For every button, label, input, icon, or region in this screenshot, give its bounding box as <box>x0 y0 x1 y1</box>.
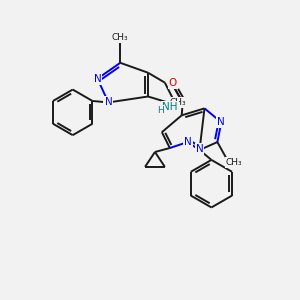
Text: CH₃: CH₃ <box>226 158 242 167</box>
Text: N: N <box>104 98 112 107</box>
Text: N: N <box>218 117 225 127</box>
Text: N: N <box>196 144 203 154</box>
Text: N: N <box>184 137 191 147</box>
Text: O: O <box>169 78 177 88</box>
Text: H: H <box>158 106 164 115</box>
Text: CH₃: CH₃ <box>112 33 129 42</box>
Text: CH₃: CH₃ <box>169 98 186 107</box>
Text: N: N <box>94 74 101 84</box>
Text: NH: NH <box>162 102 178 112</box>
